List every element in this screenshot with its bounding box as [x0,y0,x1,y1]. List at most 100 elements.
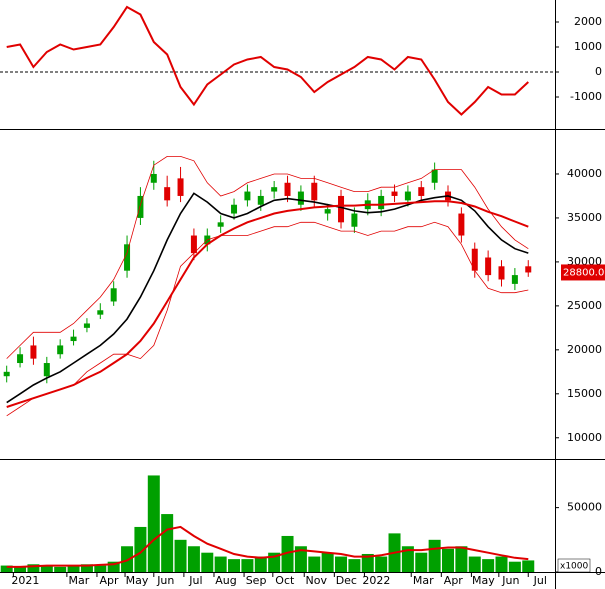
oscillator-line [6,5,529,116]
candle-body [83,323,90,328]
volume-bar [241,559,254,572]
volume-bar [121,546,134,572]
candle-body [511,275,518,284]
volume-bar [107,561,120,572]
candle-body [391,191,398,196]
candle-body [231,204,238,214]
candle-body [17,354,24,364]
y-tick-label: 35000 [567,211,602,224]
x-tick-label: Jun [501,574,519,587]
y-tick-label: -1000 [570,90,602,103]
volume-bar [442,548,455,572]
volume-bar [375,556,388,572]
volume-bar [14,566,27,572]
volume-bar [468,556,481,572]
volume-bar [161,514,174,572]
volume-bar [67,565,80,572]
candle-body [177,178,184,196]
x-tick-label: Jul [533,574,547,587]
candle-body [297,191,304,205]
volume-bar [27,564,40,572]
volume-bar [508,561,521,572]
volume-bar [201,552,214,572]
candle-body [271,187,278,192]
volume-bar [40,565,53,572]
candle-body [97,310,104,315]
x-tick-label: Oct [275,574,295,587]
y-tick-label: 1000 [574,40,602,53]
y-tick-label: 20000 [567,343,602,356]
volume-bar [80,564,93,572]
x-tick-label: May [126,574,149,587]
x-tick-label: Apr [444,574,464,587]
y-tick-label: 2000 [574,15,602,28]
y-tick-label: 40000 [567,167,602,180]
unit-label: x1000 [560,562,589,572]
y-tick-label: 0 [595,65,602,78]
candle-body [418,187,425,196]
candle-body [43,363,50,377]
candle-body [244,191,251,201]
volume-average-line [6,525,529,568]
volume-bar [54,566,67,572]
volume-bar [522,560,535,572]
y-tick-label: 15000 [567,387,602,400]
candle-body [485,257,492,276]
candle-body [431,169,438,183]
indicator-line [6,156,529,359]
volume-bar [321,552,334,572]
y-tick-label: 10000 [567,431,602,444]
x-tick-label: Jul [188,574,202,587]
candle-body [284,182,291,196]
x-tick-label: 2022 [362,574,390,587]
x-tick-label: Jun [156,574,174,587]
indicator-line [6,221,529,417]
x-tick-label: Apr [99,574,119,587]
x-tick-label: Sep [246,574,267,587]
candle-body [110,288,117,302]
candle-body [30,345,37,359]
unit-box [557,558,591,573]
volume-bar [401,546,414,572]
volume-bar [308,556,321,572]
candle-body [190,235,197,254]
candle-body [498,266,505,280]
candle-body [471,248,478,271]
x-tick-label: May [472,574,495,587]
candle-body [311,182,318,201]
last-price-box [561,264,605,281]
volume-bar [254,556,267,572]
candle-body [124,244,131,271]
volume-bar [0,565,13,572]
volume-bar [174,539,187,572]
candle-body [217,222,224,227]
volume-bar [94,565,107,572]
volume-bar [147,475,160,572]
indicator-line [6,192,529,404]
last-price-label: 28800.00 [563,267,605,278]
x-tick-label: Nov [306,574,328,587]
x-tick-label: 2021 [11,574,39,587]
x-tick-label: Mar [68,574,89,587]
x-tick-label: Dec [336,574,357,587]
candle-body [70,336,77,342]
volume-bar [482,559,495,572]
volume-bar [187,546,200,572]
candle-body [150,173,157,183]
candle-body [257,195,264,205]
candle-body [525,266,532,273]
x-tick-label: Mar [413,574,434,587]
volume-bar [281,535,294,572]
volume-bar [455,546,468,572]
volume-bar [134,526,147,572]
x-tick-label: Aug [215,574,236,587]
volume-bar [348,559,361,572]
candle-body [378,195,385,210]
volume-bar [415,552,428,572]
volume-bar [495,556,508,572]
candle-body [324,209,331,214]
y-tick-label: 0 [595,565,602,578]
volume-bar [335,556,348,572]
volume-bar [361,553,374,572]
